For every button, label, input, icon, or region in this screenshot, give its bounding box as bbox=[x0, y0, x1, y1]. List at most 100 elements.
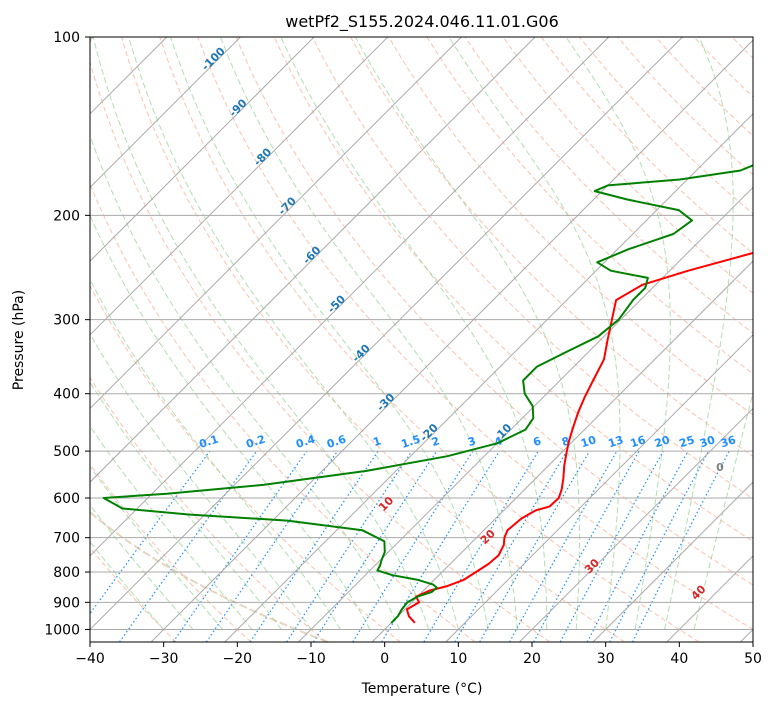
dry-adiabat bbox=[502, 37, 753, 294]
dry-adiabat bbox=[693, 37, 753, 98]
dry-adiabat bbox=[311, 37, 753, 500]
mixing-ratio-label: 1.5 bbox=[400, 433, 423, 451]
x-tick-label: −20 bbox=[223, 651, 253, 667]
moist-adiabat bbox=[693, 390, 753, 630]
moist-adiabat bbox=[90, 504, 194, 630]
isotherm-label: -80 bbox=[251, 145, 274, 168]
mixing-ratio-label: 2 bbox=[430, 434, 441, 449]
dry-adiabat bbox=[273, 37, 753, 543]
isotherm-label: -70 bbox=[276, 194, 299, 217]
mixing-ratio-line bbox=[423, 450, 539, 642]
mixing-ratio-label: 36 bbox=[719, 433, 738, 450]
x-tick-label: 50 bbox=[744, 651, 762, 667]
y-tick-label: 100 bbox=[53, 30, 80, 46]
mixing-ratio-line bbox=[381, 450, 501, 642]
isotherm-label: -90 bbox=[226, 96, 249, 119]
dry-adiabat bbox=[235, 37, 753, 586]
dry-adiabat bbox=[90, 546, 177, 642]
isotherm-line bbox=[90, 37, 389, 336]
mixing-ratio-label: 3 bbox=[466, 434, 477, 449]
y-tick-label: 500 bbox=[53, 444, 80, 460]
dry-adiabat bbox=[90, 60, 551, 642]
moist-adiabat bbox=[90, 425, 253, 630]
mixing-ratio-label: 0.4 bbox=[294, 432, 317, 450]
grid bbox=[90, 37, 753, 642]
dry-adiabat bbox=[197, 37, 753, 630]
isotherm-line bbox=[445, 334, 753, 642]
moist-adiabat bbox=[90, 134, 400, 630]
x-tick-label: −40 bbox=[75, 651, 105, 667]
mixing-ratio-line bbox=[312, 450, 438, 642]
y-tick-label: 600 bbox=[53, 491, 80, 507]
isotherm-label: -100 bbox=[199, 44, 228, 73]
mixing-ratio-label: 30 bbox=[698, 433, 717, 450]
isotherm-line bbox=[371, 260, 753, 642]
moist-adiabat bbox=[90, 540, 165, 630]
moist-adiabat bbox=[90, 333, 312, 630]
dry-adiabat bbox=[90, 284, 401, 642]
mixing-ratio-label: 13 bbox=[607, 433, 626, 450]
isotherm-line bbox=[592, 481, 753, 642]
mixing-ratio-line bbox=[632, 450, 730, 642]
line-labels: -100-90-80-70-60-50-40-30-20 -100.1 0.2 0.4… bbox=[198, 44, 738, 602]
mixing-ratio-line bbox=[205, 450, 338, 642]
y-tick-label: 300 bbox=[53, 313, 80, 329]
dry-adiabat-label: 20 bbox=[478, 527, 498, 547]
moist-adiabat bbox=[90, 214, 371, 630]
mixing-ratio-label: 1 bbox=[371, 434, 382, 449]
isotherm-line bbox=[90, 37, 462, 410]
dry-adiabat bbox=[541, 37, 753, 254]
chart-title: wetPf2_S155.2024.046.11.01.G06 bbox=[285, 12, 559, 32]
isotherm-label: -40 bbox=[350, 341, 373, 364]
mixing-ratio-line bbox=[172, 450, 308, 642]
moist-adiabat bbox=[90, 465, 223, 630]
x-tick-label: 40 bbox=[670, 651, 688, 667]
moist-adiabat bbox=[90, 278, 341, 630]
x-tick-label: −30 bbox=[149, 651, 179, 667]
dry-adiabat bbox=[770, 37, 775, 642]
isotherm-line bbox=[90, 37, 315, 262]
isotherm-label: -60 bbox=[300, 243, 323, 266]
dry-adiabat bbox=[90, 463, 252, 642]
dewpoint-line bbox=[102, 164, 753, 624]
dry-adiabat bbox=[350, 37, 753, 458]
dry-adiabat bbox=[90, 183, 476, 642]
mixing-ratio-line bbox=[586, 450, 689, 642]
mixing-ratio-line bbox=[90, 450, 211, 615]
mixing-ratio-line bbox=[559, 450, 664, 642]
mixing-ratio-line bbox=[454, 450, 568, 642]
dry-adiabat bbox=[464, 37, 753, 334]
mixing-ratio-label: 10 bbox=[579, 433, 598, 450]
moist-adiabat bbox=[565, 37, 671, 630]
dry-adiabat bbox=[655, 37, 753, 137]
mixing-ratio-line bbox=[249, 450, 379, 642]
mixing-ratio-line bbox=[286, 450, 413, 642]
y-tick-label: 800 bbox=[53, 565, 80, 581]
moist-adiabat bbox=[664, 37, 734, 630]
sounding-series bbox=[102, 164, 753, 624]
isotherm-line bbox=[90, 37, 241, 189]
moist-adiabat bbox=[170, 37, 489, 630]
x-tick-label: 10 bbox=[449, 651, 467, 667]
isotherm-line bbox=[224, 113, 753, 642]
mixing-ratio-label: 0.1 bbox=[198, 433, 221, 451]
moist-adiabat-label: 0 bbox=[716, 461, 724, 474]
x-tick-label: 0 bbox=[380, 651, 389, 667]
dry-adiabat bbox=[121, 37, 625, 642]
isotherm-line bbox=[90, 37, 536, 483]
mixing-ratio-line bbox=[119, 450, 258, 642]
dry-adiabat bbox=[159, 37, 700, 642]
moist-adiabat bbox=[219, 37, 518, 630]
isotherm-line bbox=[298, 186, 753, 642]
mixing-ratio-label: 25 bbox=[678, 433, 697, 450]
isotherm-line bbox=[90, 37, 683, 631]
moist-adiabat bbox=[92, 37, 430, 630]
mixing-ratio-label: 16 bbox=[629, 433, 648, 450]
mixing-ratio-label: 6 bbox=[532, 434, 544, 449]
mixing-ratio-line bbox=[533, 450, 640, 642]
moist-adiabat bbox=[355, 37, 581, 630]
x-tick-label: 30 bbox=[597, 651, 615, 667]
moist-adiabat bbox=[90, 381, 282, 630]
dry-adiabat bbox=[426, 37, 753, 375]
